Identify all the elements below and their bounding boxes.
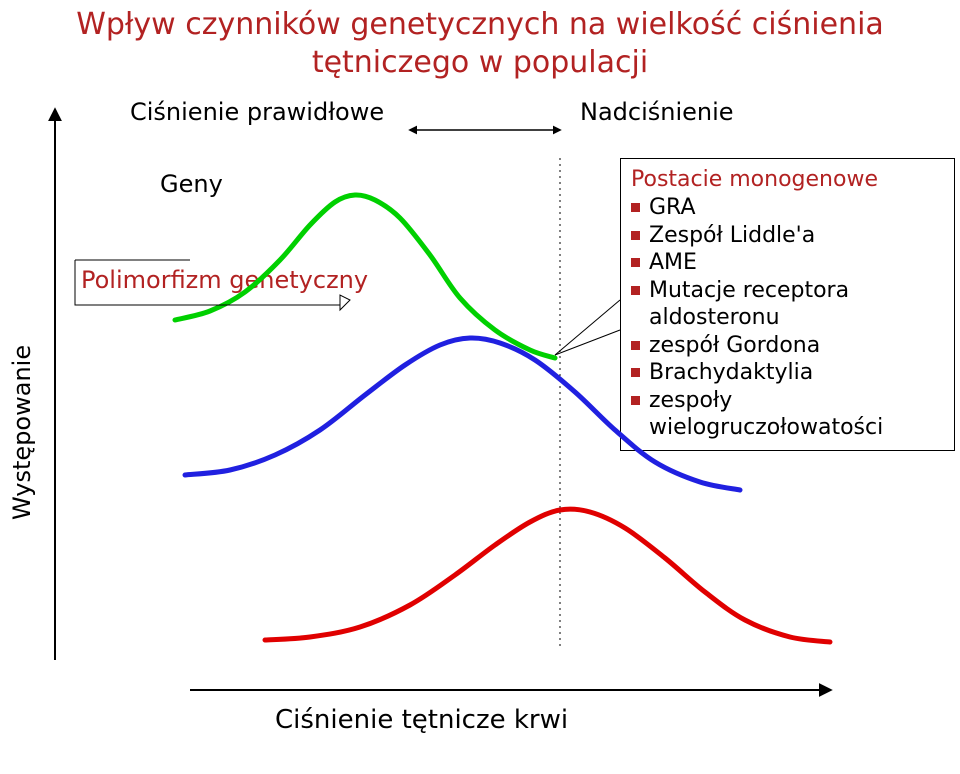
callout-line <box>555 300 620 355</box>
geny-box-outline <box>75 260 350 310</box>
plot-canvas <box>0 0 960 774</box>
callout-line <box>555 330 620 355</box>
curve-blue <box>185 338 740 490</box>
curve-green <box>175 195 555 358</box>
curve-red <box>265 509 830 642</box>
